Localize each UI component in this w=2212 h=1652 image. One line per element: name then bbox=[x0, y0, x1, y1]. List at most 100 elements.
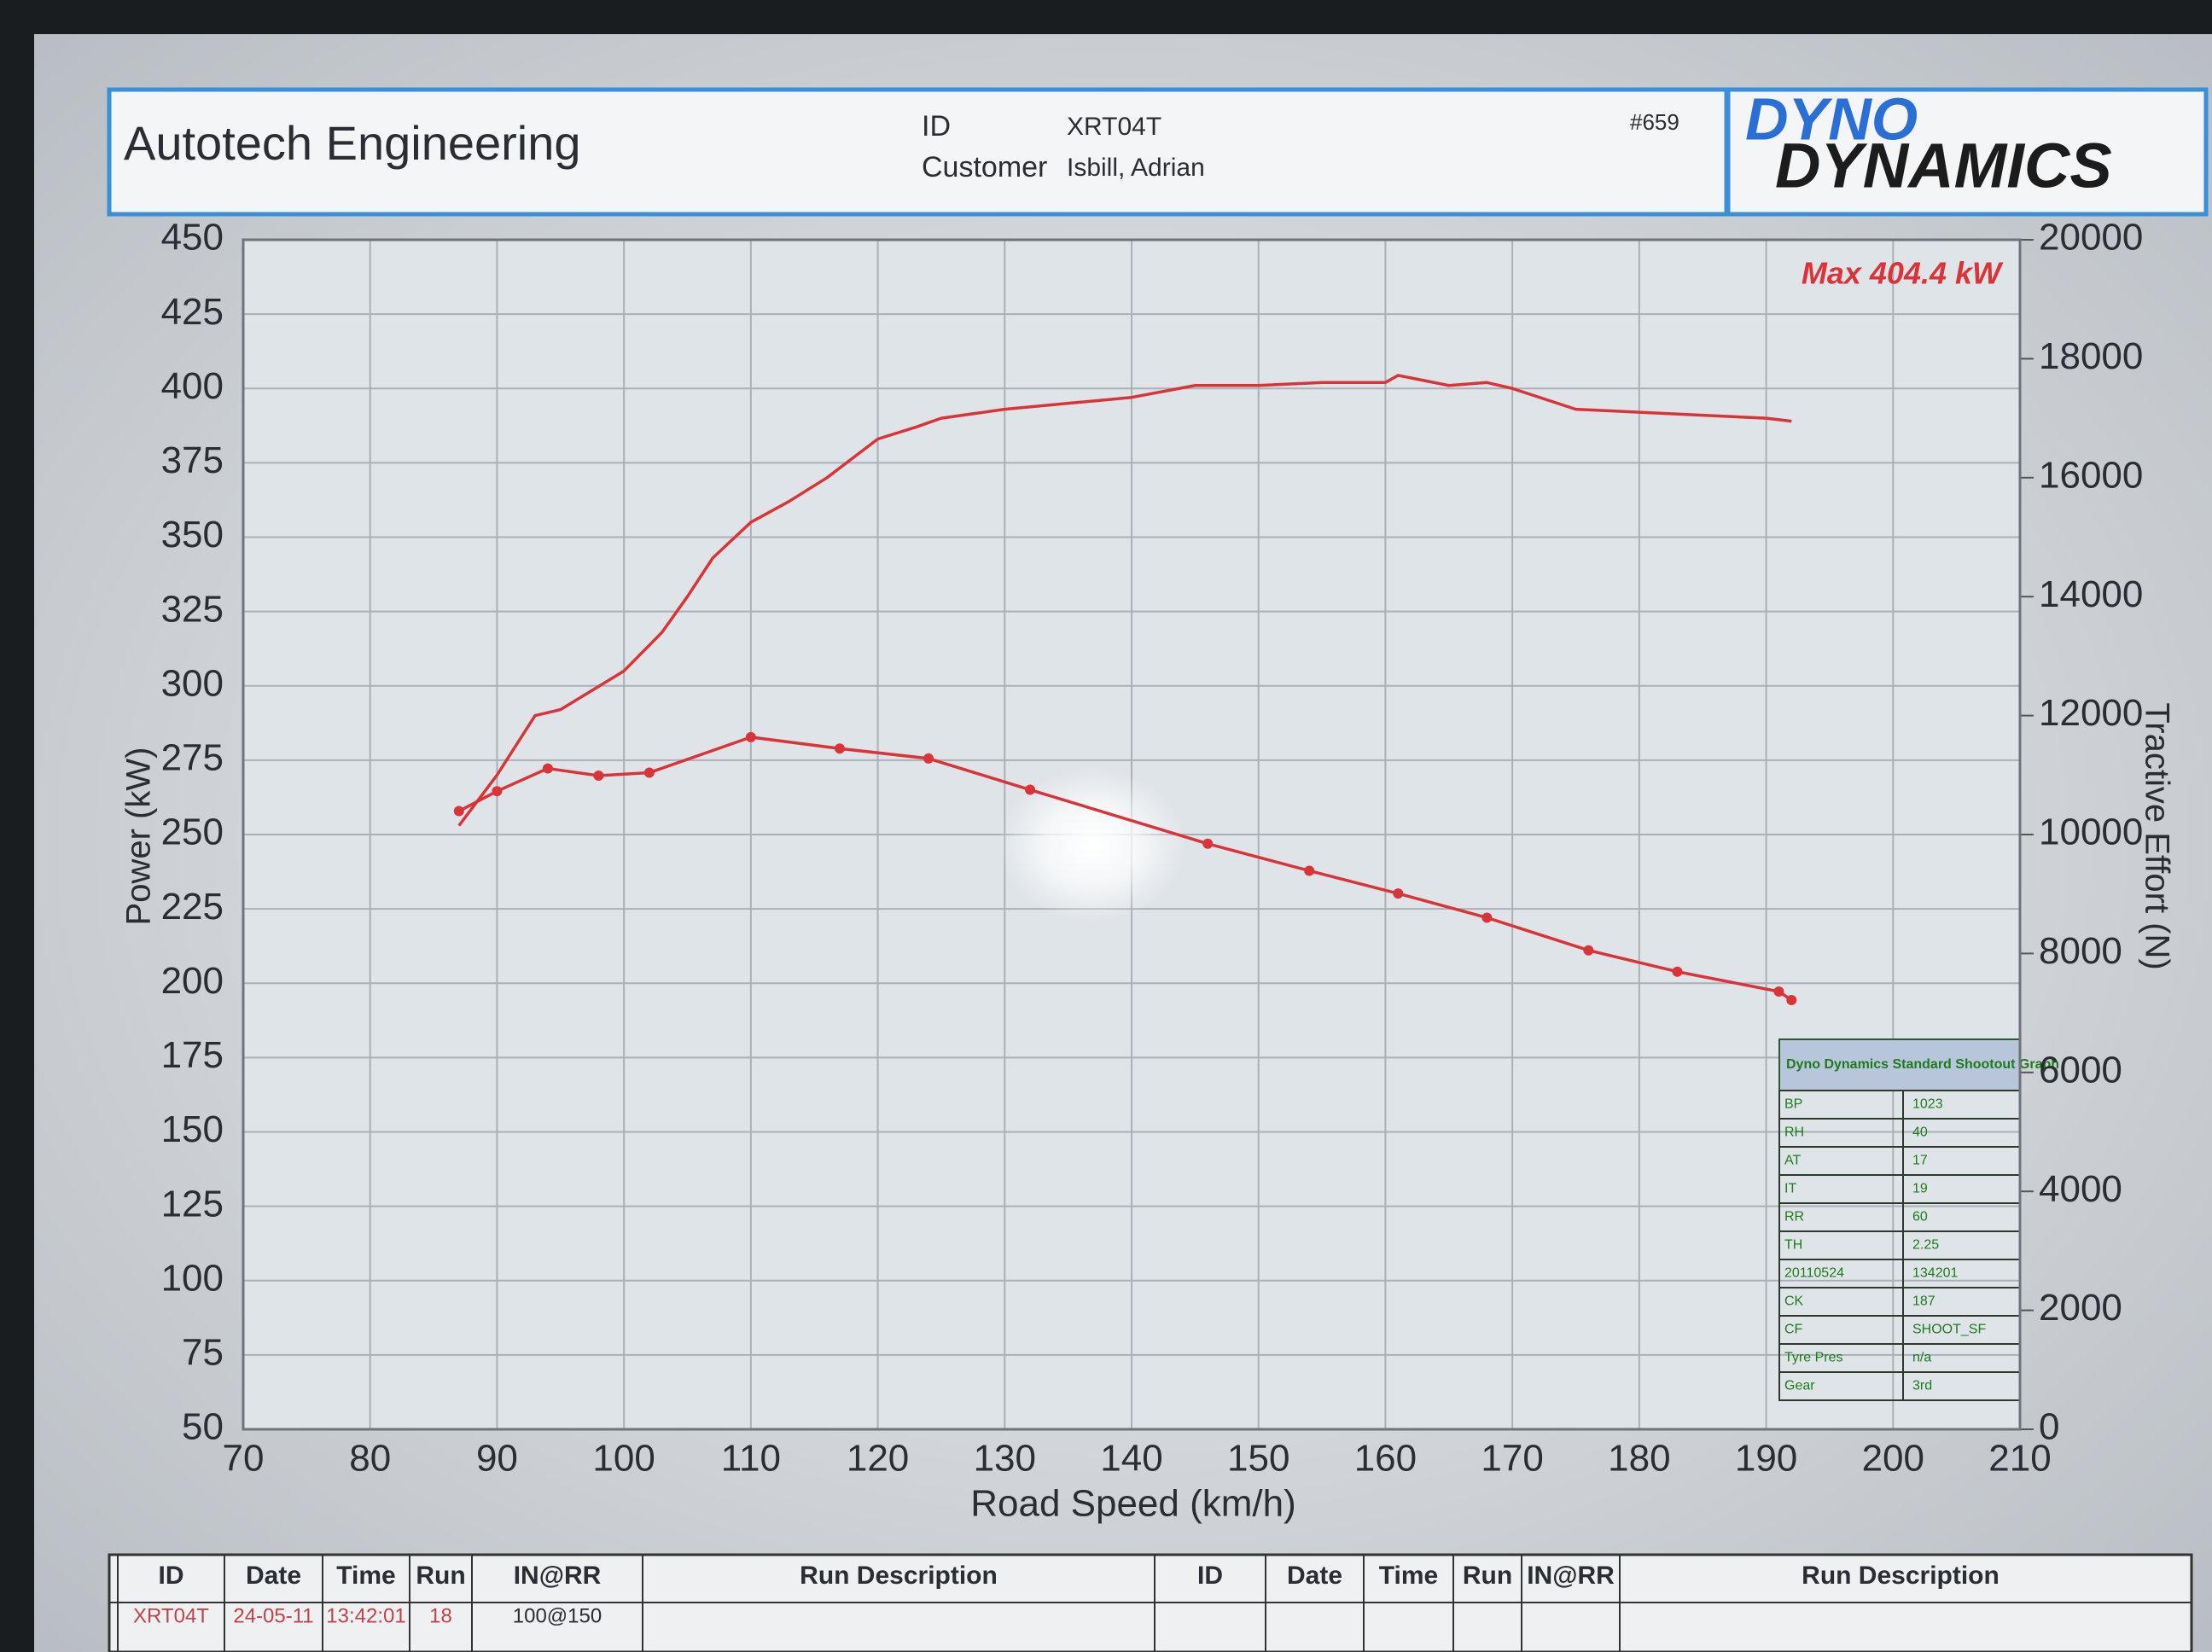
y2-tick-label: 8000 bbox=[2039, 930, 2122, 972]
info-text: Gear bbox=[1784, 1379, 1815, 1393]
y2-tick-label: 20000 bbox=[2039, 217, 2143, 259]
x-axis-title: Road Speed (km/h) bbox=[970, 1483, 1296, 1525]
info-text: SHOOT_SF bbox=[1912, 1323, 1986, 1337]
y-tick-label: 400 bbox=[161, 365, 224, 407]
y2-tick-label: 18000 bbox=[2039, 335, 2143, 377]
y-tick-label: 225 bbox=[161, 886, 224, 928]
run-header: IN@RR bbox=[514, 1562, 602, 1590]
y-tick-label: 125 bbox=[161, 1183, 224, 1224]
y-tick-label: 100 bbox=[161, 1257, 224, 1299]
info-text: CF bbox=[1784, 1323, 1803, 1337]
x-tick-label: 150 bbox=[1227, 1438, 1289, 1480]
data-point bbox=[1025, 784, 1036, 795]
data-point bbox=[745, 731, 756, 742]
info-text: 3rd bbox=[1912, 1379, 1932, 1393]
x-tick-label: 190 bbox=[1735, 1438, 1797, 1480]
x-tick-label: 90 bbox=[476, 1438, 518, 1480]
run-cell: XRT04T bbox=[133, 1604, 209, 1627]
data-point bbox=[1786, 995, 1797, 1006]
y2-tick-label: 2000 bbox=[2039, 1287, 2122, 1329]
logo-top: DYNO bbox=[1745, 85, 1918, 152]
data-point bbox=[1672, 966, 1683, 977]
info-text: AT bbox=[1784, 1154, 1801, 1168]
x-tick-label: 210 bbox=[1988, 1438, 2051, 1480]
info-text: RR bbox=[1784, 1210, 1804, 1224]
id-value: XRT04T bbox=[1067, 113, 1161, 141]
info-text: 134201 bbox=[1912, 1266, 1958, 1281]
run-header: Date bbox=[246, 1562, 301, 1590]
company: Autotech Engineering bbox=[124, 116, 581, 170]
y-tick-label: 250 bbox=[161, 811, 224, 853]
x-tick-label: 140 bbox=[1100, 1438, 1162, 1480]
y2-tick-label: 12000 bbox=[2039, 692, 2143, 734]
info-text: 20110524 bbox=[1784, 1266, 1844, 1281]
y2-tick-label: 16000 bbox=[2039, 454, 2143, 496]
run-header: Date bbox=[1287, 1562, 1342, 1590]
info-text: 17 bbox=[1912, 1154, 1928, 1168]
run-header: IN@RR bbox=[1527, 1562, 1615, 1590]
x-tick-label: 130 bbox=[974, 1438, 1036, 1480]
annotation: Max 404.4 kW bbox=[1802, 256, 2004, 291]
data-line bbox=[457, 374, 1792, 827]
info-text: IT bbox=[1784, 1182, 1796, 1196]
y2-axis-title: Tractive Effort (N) bbox=[2138, 702, 2175, 969]
run-header: Run bbox=[416, 1562, 465, 1590]
y-tick-label: 200 bbox=[161, 960, 224, 1002]
x-tick-label: 110 bbox=[721, 1438, 781, 1480]
run-header: Time bbox=[1379, 1562, 1438, 1590]
x-tick-label: 80 bbox=[349, 1438, 391, 1480]
customer-label: Customer bbox=[922, 151, 1047, 183]
info-text: CK bbox=[1784, 1294, 1804, 1309]
y-tick-label: 350 bbox=[161, 514, 224, 556]
data-point bbox=[593, 770, 604, 781]
data-point bbox=[1304, 865, 1315, 876]
y2-tick-label: 0 bbox=[2039, 1406, 2059, 1448]
data-point bbox=[923, 753, 934, 764]
y2-tick-label: 10000 bbox=[2039, 811, 2143, 853]
data-point bbox=[643, 767, 655, 778]
y-tick-label: 275 bbox=[161, 737, 224, 779]
data-point bbox=[1481, 912, 1493, 923]
info-text: 19 bbox=[1912, 1182, 1928, 1196]
info-title-cell bbox=[1778, 1038, 2021, 1091]
y-tick-label: 75 bbox=[182, 1332, 224, 1374]
data-point bbox=[453, 806, 464, 817]
info-text: Tyre Pres bbox=[1784, 1351, 1842, 1365]
x-tick-label: 200 bbox=[1862, 1438, 1924, 1480]
logo-bottom: DYNAMICS bbox=[1775, 131, 2112, 201]
info-text: TH bbox=[1784, 1238, 1802, 1253]
run-cell: 18 bbox=[429, 1604, 452, 1627]
y-tick-label: 375 bbox=[161, 439, 224, 481]
run-header: Time bbox=[336, 1562, 395, 1590]
header-box bbox=[107, 87, 1729, 217]
y-tick-label: 150 bbox=[161, 1108, 224, 1150]
info-text: 60 bbox=[1912, 1210, 1928, 1224]
y2-tick-label: 6000 bbox=[2039, 1049, 2122, 1091]
x-tick-label: 70 bbox=[223, 1438, 265, 1480]
y-tick-label: 425 bbox=[161, 291, 224, 333]
y-tick-label: 175 bbox=[161, 1034, 224, 1076]
info-text: 2.25 bbox=[1912, 1238, 1939, 1253]
run-header: Run Description bbox=[1802, 1562, 2000, 1590]
run-cell: 13:42:01 bbox=[326, 1604, 405, 1627]
run-cell: 24-05-11 bbox=[233, 1604, 313, 1627]
logo-box bbox=[1726, 87, 2209, 217]
x-tick-label: 180 bbox=[1608, 1438, 1670, 1480]
info-text: RH bbox=[1784, 1126, 1804, 1140]
y-tick-label: 300 bbox=[161, 662, 224, 704]
info-text: 40 bbox=[1912, 1126, 1928, 1140]
x-tick-label: 170 bbox=[1481, 1438, 1543, 1480]
x-tick-label: 100 bbox=[592, 1438, 655, 1480]
y-tick-label: 325 bbox=[161, 588, 224, 630]
y2-tick-label: 4000 bbox=[2039, 1168, 2122, 1210]
y2-tick-label: 14000 bbox=[2039, 573, 2143, 615]
data-point bbox=[834, 743, 845, 754]
sheet-number: #659 bbox=[1630, 109, 1679, 135]
x-tick-label: 120 bbox=[847, 1438, 909, 1480]
run-header: Run Description bbox=[800, 1562, 998, 1590]
run-header: ID bbox=[1197, 1562, 1223, 1590]
run-cell: 100@150 bbox=[513, 1604, 602, 1627]
data-point bbox=[542, 763, 553, 774]
